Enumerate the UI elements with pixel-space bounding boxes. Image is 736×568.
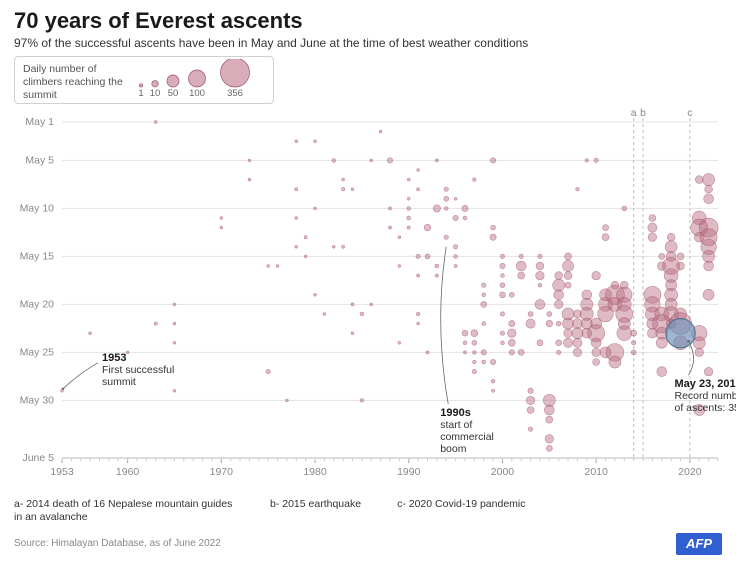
svg-text:May 23, 2019: May 23, 2019 xyxy=(675,378,736,390)
svg-text:First successful: First successful xyxy=(102,364,174,376)
svg-text:start of: start of xyxy=(440,419,472,431)
svg-text:May 25: May 25 xyxy=(20,346,55,358)
footnote-c: c- 2020 Covid-19 pandemic xyxy=(397,498,525,523)
svg-text:summit: summit xyxy=(102,376,136,388)
chart-title: 70 years of Everest ascents xyxy=(14,8,303,34)
svg-text:May 20: May 20 xyxy=(20,298,55,310)
legend-label: Daily number of climbers reaching the su… xyxy=(23,63,133,102)
svg-text:commercial: commercial xyxy=(440,431,494,443)
scatter-chart: May 1 May 5 May 10 May 15 May 20 May 25 May 30… xyxy=(0,108,736,492)
svg-text:May 30: May 30 xyxy=(20,394,55,406)
svg-text:1953: 1953 xyxy=(102,352,126,364)
svg-text:a: a xyxy=(631,108,637,119)
afp-logo: AFP xyxy=(676,533,722,560)
svg-text:b: b xyxy=(640,108,646,119)
svg-text:1980: 1980 xyxy=(303,466,327,478)
svg-text:Record number: Record number xyxy=(675,390,736,402)
svg-text:of ascents: 356: of ascents: 356 xyxy=(675,402,736,414)
svg-text:1953: 1953 xyxy=(50,466,74,478)
svg-text:boom: boom xyxy=(440,443,467,455)
source-text: Source: Himalayan Database, as of June 2… xyxy=(14,538,221,549)
svg-text:1970: 1970 xyxy=(210,466,234,478)
footnote-a: a- 2014 death of 16 Nepalese mountain gu… xyxy=(14,498,234,523)
svg-text:2020: 2020 xyxy=(678,466,702,478)
svg-text:2010: 2010 xyxy=(584,466,608,478)
svg-text:June 5: June 5 xyxy=(22,452,54,464)
svg-text:c: c xyxy=(687,108,692,119)
svg-text:2000: 2000 xyxy=(491,466,515,478)
svg-text:AFP: AFP xyxy=(685,536,712,551)
size-legend: Daily number of climbers reaching the su… xyxy=(14,56,274,104)
footnote-b: b- 2015 earthquake xyxy=(270,498,361,523)
svg-text:May 5: May 5 xyxy=(25,154,54,166)
legend-bubbles xyxy=(135,59,270,89)
chart-subtitle: 97% of the successful ascents have been … xyxy=(14,36,528,50)
footnotes: a- 2014 death of 16 Nepalese mountain gu… xyxy=(14,498,722,523)
svg-text:1990s: 1990s xyxy=(440,407,471,419)
svg-text:May 1: May 1 xyxy=(25,116,54,128)
svg-text:1960: 1960 xyxy=(116,466,140,478)
svg-text:May 15: May 15 xyxy=(20,250,55,262)
svg-text:May 10: May 10 xyxy=(20,202,55,214)
svg-text:1990: 1990 xyxy=(397,466,421,478)
